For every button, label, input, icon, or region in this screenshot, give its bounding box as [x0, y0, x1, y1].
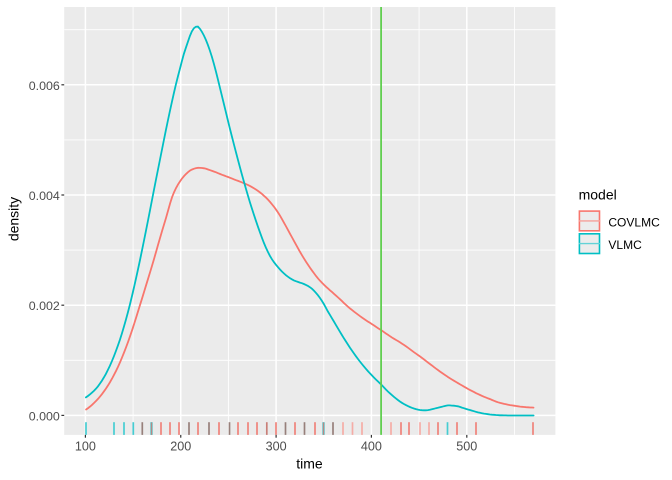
svg-text:VLMC: VLMC [608, 238, 642, 252]
svg-text:0.002: 0.002 [29, 299, 60, 313]
svg-text:500: 500 [456, 440, 477, 454]
svg-text:200: 200 [170, 440, 191, 454]
svg-text:0.004: 0.004 [29, 189, 60, 203]
svg-text:COVLMC: COVLMC [608, 215, 660, 229]
svg-text:100: 100 [75, 440, 96, 454]
svg-text:0.006: 0.006 [29, 79, 60, 93]
svg-text:400: 400 [361, 440, 382, 454]
svg-text:model: model [579, 187, 617, 203]
svg-text:time: time [296, 455, 323, 471]
svg-text:0.000: 0.000 [29, 409, 60, 423]
svg-text:300: 300 [266, 440, 287, 454]
svg-text:density: density [6, 197, 22, 241]
